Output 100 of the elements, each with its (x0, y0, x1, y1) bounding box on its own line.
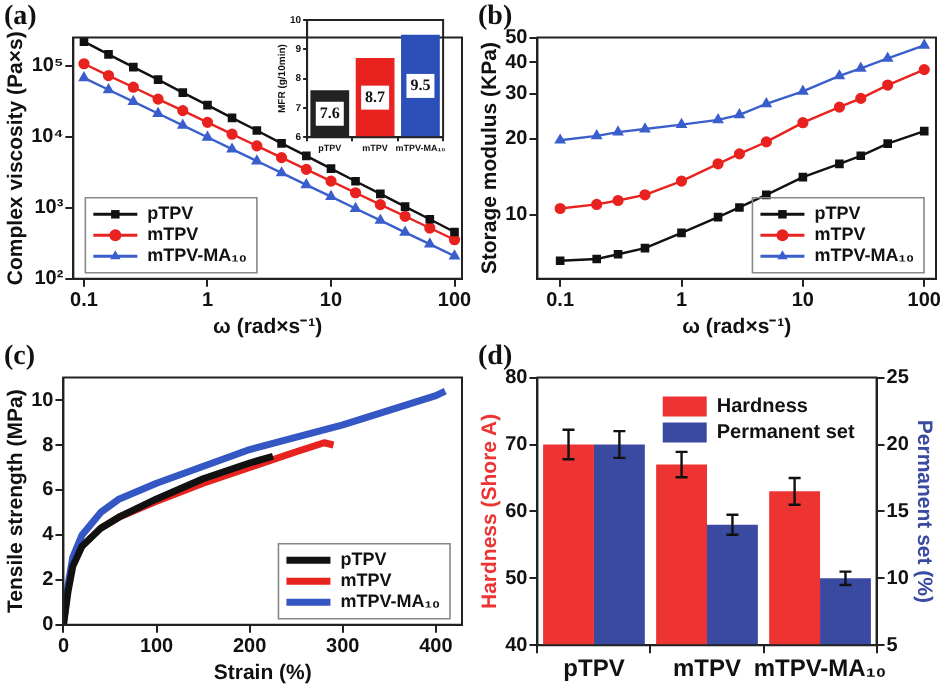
point (400, 202, 410, 211)
y-tick-label: 6 (42, 479, 55, 502)
y2-tick-label: 15 (886, 500, 910, 523)
x-tick-label: 100 (907, 290, 942, 313)
point (424, 222, 436, 234)
point (203, 100, 212, 110)
y2-tick-label: 10 (886, 567, 910, 590)
y-tick-label: 4 (42, 524, 55, 547)
point (349, 187, 362, 199)
legend-label: mTPV (814, 224, 866, 245)
legend-label: Hardness (716, 396, 809, 419)
y-tick-label: 40 (505, 51, 529, 74)
point (201, 116, 214, 128)
point (252, 126, 262, 135)
point (351, 176, 360, 186)
legend-label: mTPV-MA₁₀ (340, 591, 440, 612)
y-tick-label: 2 (42, 569, 55, 592)
x-tick-label: mTPV (672, 654, 742, 683)
point (376, 189, 385, 199)
point (127, 81, 139, 93)
x-axis-title: Strain (%) (213, 661, 312, 686)
legend-label: mTPV (147, 224, 199, 245)
legend-label: mTPV-MA₁₀ (147, 245, 247, 266)
x-tick-label: 1 (675, 290, 688, 313)
y-tick-label: 10⁵ (31, 55, 64, 78)
point (78, 58, 90, 70)
point (374, 199, 386, 211)
point (178, 88, 188, 97)
y-tick-label: 10 (31, 389, 55, 412)
point (275, 152, 288, 164)
x-tick-label: 0.1 (546, 290, 575, 313)
point (202, 131, 213, 141)
point (326, 164, 336, 173)
point (102, 69, 115, 82)
y2-tick-label: 20 (886, 434, 910, 456)
point (251, 140, 263, 152)
y-tick-label: 10⁴ (31, 126, 64, 149)
point (300, 163, 312, 175)
point (153, 75, 163, 84)
y-tick-label: 20 (505, 128, 529, 151)
y-tick-label: 10 (505, 204, 529, 227)
chart-title: (c) (4, 342, 36, 373)
data-label: 8.7 (365, 87, 386, 106)
point (104, 50, 113, 59)
y-tick-label: 30 (505, 83, 529, 106)
point (400, 226, 411, 236)
point (375, 214, 386, 224)
y-tick-label: 80 (505, 367, 529, 390)
point (251, 155, 262, 165)
y-tick-label: 50 (505, 567, 529, 590)
legend-label: pTPV (147, 203, 194, 224)
x-axis-title: ω (rad×s⁻¹) (213, 315, 323, 340)
point (227, 113, 237, 123)
point (177, 119, 188, 129)
x-tick-label: 300 (326, 636, 361, 659)
point (424, 238, 435, 248)
y-tick-label: 50 (505, 27, 529, 50)
y-tick-label: 60 (505, 500, 529, 523)
legend-label: pTPV (340, 549, 387, 570)
y-tick-label: 40 (505, 634, 529, 657)
point (276, 167, 287, 177)
point (153, 107, 164, 117)
point (227, 143, 238, 153)
chart-title: (a) (4, 2, 38, 33)
x-tick-label: mTPV-MA₁₀ (753, 654, 887, 683)
point (177, 105, 189, 117)
point (301, 151, 311, 161)
y-tick-label: 10³ (34, 197, 65, 220)
y2-axis-title: Permanent set (%) (911, 419, 936, 604)
y2-tick-label: 25 (886, 367, 910, 390)
point (448, 234, 461, 246)
point (129, 62, 138, 72)
x-tick-label: 200 (233, 636, 268, 659)
point (325, 175, 337, 187)
point (399, 210, 411, 222)
x-tick-label: pTPV (563, 654, 625, 683)
y-axis-title: Tensile strength (MPa) (4, 389, 29, 614)
point (350, 202, 361, 212)
point (325, 190, 337, 200)
point (449, 250, 460, 260)
x-tick-label: 10 (791, 290, 815, 313)
point (226, 128, 238, 140)
x-tick-label: 100 (437, 290, 473, 313)
data-label: 7.6 (319, 103, 340, 122)
x-tick-label: 1 (201, 290, 214, 313)
point (103, 84, 114, 94)
data-label: 9.5 (410, 76, 431, 95)
y-axis-title: Hardness (Shore A) (478, 413, 503, 610)
x-axis-title: ω (rad×s⁻¹) (682, 315, 792, 340)
y2-tick-label: 5 (886, 634, 899, 657)
y-tick-label: 10² (34, 268, 65, 291)
y-tick-label: 70 (505, 434, 529, 456)
y-axis-title: Complex viscosity (Pa×s) (4, 31, 29, 286)
point (425, 214, 435, 224)
x-tick-label: 100 (139, 636, 175, 659)
legend-label: pTPV (814, 203, 861, 224)
point (152, 93, 164, 105)
x-tick-label: 10 (319, 290, 343, 313)
y-tick-label: 0 (42, 614, 55, 637)
point (450, 227, 459, 237)
